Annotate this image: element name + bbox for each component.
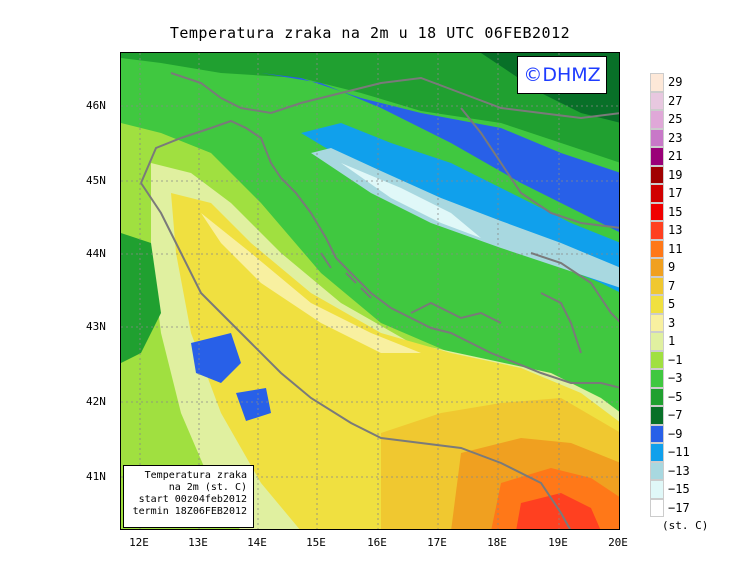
legend-swatch xyxy=(650,147,664,166)
legend-label: 3 xyxy=(668,315,676,330)
legend-swatch xyxy=(650,295,664,314)
legend-label: −13 xyxy=(668,463,690,478)
italy-cold-spot-1 xyxy=(191,333,241,383)
dhmz-logo: ©DHMZ xyxy=(517,56,607,94)
legend-label: 1 xyxy=(668,334,676,348)
legend-swatch xyxy=(650,313,664,332)
legend-swatch xyxy=(650,350,664,369)
legend-label: −7 xyxy=(668,408,683,422)
legend-swatch xyxy=(650,128,664,147)
legend-label: −17 xyxy=(668,500,690,515)
legend-label: 5 xyxy=(668,297,676,311)
legend-swatch xyxy=(650,258,664,277)
legend-label: 7 xyxy=(668,278,676,293)
legend-swatch xyxy=(650,480,664,499)
legend-label: 13 xyxy=(668,223,683,237)
map-canvas xyxy=(121,53,619,529)
legend-swatch xyxy=(650,165,664,184)
legend-swatch xyxy=(650,369,664,388)
legend-label: −3 xyxy=(668,371,683,385)
legend-swatch xyxy=(650,332,664,351)
legend-label: 27 xyxy=(668,93,683,108)
graticule xyxy=(121,53,619,529)
cold-band-white xyxy=(341,163,481,238)
legend-label: 21 xyxy=(668,149,683,163)
legend-swatch xyxy=(650,461,664,480)
italy-west-zone xyxy=(121,233,161,363)
legend-label: 23 xyxy=(668,130,683,145)
info-line-2: na 2m (st. C) xyxy=(168,482,247,493)
warm-zone-8 xyxy=(516,493,601,529)
temperature-map: ©DHMZ Temperatura zraka na 2m (st. C) st… xyxy=(120,52,620,530)
info-box: Temperatura zraka na 2m (st. C) start 00… xyxy=(123,465,254,528)
legend-swatch xyxy=(650,443,664,462)
lat-label-44n: 44N xyxy=(86,247,106,260)
legend-swatch xyxy=(650,406,664,425)
info-line-4: termin 18Z06FEB2012 xyxy=(132,506,247,517)
cold-band-blue xyxy=(261,73,619,232)
info-line-3: start 00z04feb2012 xyxy=(138,494,247,505)
legend-swatch xyxy=(650,202,664,221)
legend-label: 25 xyxy=(668,112,683,126)
legend-label: 11 xyxy=(668,241,683,256)
lon-label-19e: 19E xyxy=(548,536,568,549)
legend-label: −15 xyxy=(668,482,690,496)
legend-label: −1 xyxy=(668,352,683,367)
lon-label-15e: 15E xyxy=(306,536,326,549)
lat-label-45n: 45N xyxy=(86,174,106,187)
legend-swatch xyxy=(650,424,664,443)
lon-label-13e: 13E xyxy=(188,536,208,549)
lon-label-14e: 14E xyxy=(247,536,267,549)
legend-units: (st. C) xyxy=(662,519,709,532)
lat-label-43n: 43N xyxy=(86,320,106,333)
italy-cold-spot-2 xyxy=(236,388,271,421)
lat-label-42n: 42N xyxy=(86,395,106,408)
legend-swatch xyxy=(650,110,664,129)
legend-label: 15 xyxy=(668,204,683,219)
lon-label-12e: 12E xyxy=(129,536,149,549)
legend-label: 19 xyxy=(668,167,683,182)
legend-swatch xyxy=(650,221,664,240)
lon-label-20e: 20E xyxy=(608,536,628,549)
legend-label: −11 xyxy=(668,445,690,459)
legend-label: 29 xyxy=(668,75,683,89)
legend-swatch xyxy=(650,387,664,406)
legend-swatch xyxy=(650,498,664,517)
legend-swatch xyxy=(650,91,664,110)
legend-swatch xyxy=(650,276,664,295)
north-cold-zone xyxy=(121,53,619,163)
legend-swatch xyxy=(650,239,664,258)
lon-label-17e: 17E xyxy=(427,536,447,549)
coastlines xyxy=(140,72,619,529)
legend-swatch xyxy=(650,73,664,92)
lat-label-46n: 46N xyxy=(86,99,106,112)
legend-label: 17 xyxy=(668,186,683,200)
map-title: Temperatura zraka na 2m u 18 UTC 06FEB20… xyxy=(169,24,571,42)
legend-label: −5 xyxy=(668,389,683,404)
legend-label: 9 xyxy=(668,260,676,274)
lat-label-41n: 41N xyxy=(86,470,106,483)
legend-label: −9 xyxy=(668,426,683,441)
lon-label-16e: 16E xyxy=(367,536,387,549)
lon-label-18e: 18E xyxy=(487,536,507,549)
info-line-1: Temperatura zraka xyxy=(144,470,247,481)
legend-swatch xyxy=(650,184,664,203)
